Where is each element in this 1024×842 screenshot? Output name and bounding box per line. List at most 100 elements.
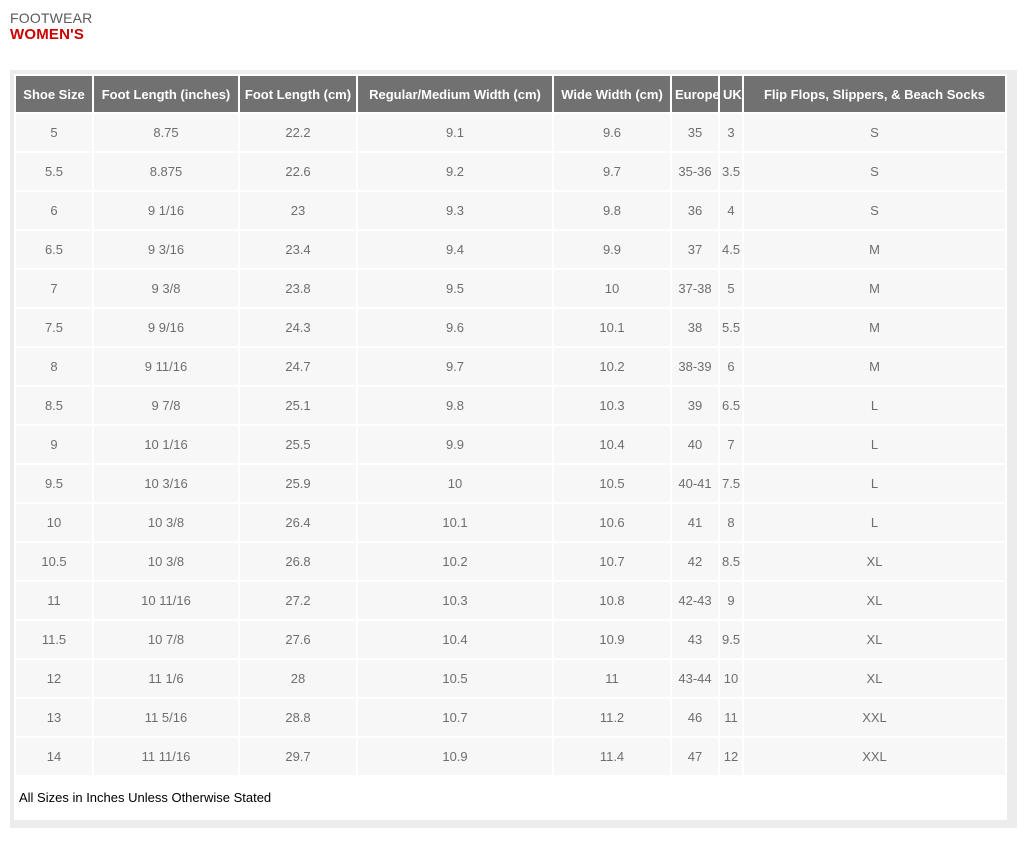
table-cell: 10.9	[358, 738, 552, 775]
table-cell: 43-44	[672, 660, 718, 697]
table-cell: S	[744, 192, 1005, 229]
table-cell: 10.4	[358, 621, 552, 658]
table-cell: 7	[720, 426, 742, 463]
table-cell: 9.9	[554, 231, 670, 268]
table-cell: M	[744, 231, 1005, 268]
table-row: 9.5 10 3/16 25.9 10 10.5 40-41 7.5 L	[16, 465, 1005, 502]
table-cell: 9 9/16	[94, 309, 238, 346]
table-cell: 40	[672, 426, 718, 463]
table-cell: M	[744, 309, 1005, 346]
table-cell: 10.6	[554, 504, 670, 541]
column-header: Europe	[672, 76, 718, 112]
table-cell: 14	[16, 738, 92, 775]
table-cell: 10	[358, 465, 552, 502]
table-cell: 11.2	[554, 699, 670, 736]
table-cell: 28.8	[240, 699, 356, 736]
column-header: Wide Width (cm)	[554, 76, 670, 112]
table-cell: 9	[16, 426, 92, 463]
table-cell: 9.8	[358, 387, 552, 424]
table-cell: 10.7	[554, 543, 670, 580]
table-cell: 11.4	[554, 738, 670, 775]
table-cell: 37-38	[672, 270, 718, 307]
table-row: 6.5 9 3/16 23.4 9.4 9.9 37 4.5 M	[16, 231, 1005, 268]
table-cell: 10.2	[358, 543, 552, 580]
table-cell: 10.3	[358, 582, 552, 619]
table-cell: 10.1	[358, 504, 552, 541]
table-cell: 9.7	[358, 348, 552, 385]
table-row: 7.5 9 9/16 24.3 9.6 10.1 38 5.5 M	[16, 309, 1005, 346]
table-cell: 36	[672, 192, 718, 229]
table-cell: 9 11/16	[94, 348, 238, 385]
table-cell: 8	[720, 504, 742, 541]
table-cell: 11 5/16	[94, 699, 238, 736]
column-header: Shoe Size	[16, 76, 92, 112]
table-cell: 26.8	[240, 543, 356, 580]
table-cell: 10 1/16	[94, 426, 238, 463]
table-cell: 10.3	[554, 387, 670, 424]
table-row: 12 11 1/6 28 10.5 11 43-44 10 XL	[16, 660, 1005, 697]
page-header: FOOTWEAR WOMEN'S	[0, 0, 1024, 43]
table-cell: 12	[16, 660, 92, 697]
table-cell: XL	[744, 543, 1005, 580]
table-cell: 27.6	[240, 621, 356, 658]
table-row: 14 11 11/16 29.7 10.9 11.4 47 12 XXL	[16, 738, 1005, 775]
column-header: UK	[720, 76, 742, 112]
column-header: Regular/Medium Width (cm)	[358, 76, 552, 112]
table-cell: 5	[16, 114, 92, 151]
table-cell: 27.2	[240, 582, 356, 619]
table-cell: 11 11/16	[94, 738, 238, 775]
table-cell: 10.5	[16, 543, 92, 580]
table-cell: 9.3	[358, 192, 552, 229]
table-cell: 5.5	[16, 153, 92, 190]
table-cell: 35-36	[672, 153, 718, 190]
table-cell: 24.7	[240, 348, 356, 385]
table-cell: 28	[240, 660, 356, 697]
table-cell: XL	[744, 660, 1005, 697]
table-cell: 22.6	[240, 153, 356, 190]
table-cell: 25.9	[240, 465, 356, 502]
table-cell: XL	[744, 621, 1005, 658]
table-cell: 10	[720, 660, 742, 697]
table-cell: 10 3/8	[94, 543, 238, 580]
size-chart-table: Shoe Size Foot Length (inches) Foot Length…	[14, 74, 1007, 777]
table-cell: 23.4	[240, 231, 356, 268]
table-row: 11 10 11/16 27.2 10.3 10.8 42-43 9 XL	[16, 582, 1005, 619]
table-cell: 11.5	[16, 621, 92, 658]
table-cell: 6	[720, 348, 742, 385]
table-cell: 9.6	[358, 309, 552, 346]
table-header-row: Shoe Size Foot Length (inches) Foot Length…	[16, 76, 1005, 112]
table-cell: 10 3/8	[94, 504, 238, 541]
table-cell: 7.5	[16, 309, 92, 346]
table-cell: 10	[16, 504, 92, 541]
table-cell: L	[744, 426, 1005, 463]
table-cell: 8.875	[94, 153, 238, 190]
table-cell: 8.75	[94, 114, 238, 151]
table-cell: 10.4	[554, 426, 670, 463]
table-cell: XXL	[744, 738, 1005, 775]
table-cell: 5.5	[720, 309, 742, 346]
table-cell: XXL	[744, 699, 1005, 736]
table-cell: 5	[720, 270, 742, 307]
table-cell: 7.5	[720, 465, 742, 502]
table-row: 11.5 10 7/8 27.6 10.4 10.9 43 9.5 XL	[16, 621, 1005, 658]
table-cell: 9.4	[358, 231, 552, 268]
table-row: 5.5 8.875 22.6 9.2 9.7 35-36 3.5 S	[16, 153, 1005, 190]
table-cell: 40-41	[672, 465, 718, 502]
table-cell: 38	[672, 309, 718, 346]
table-cell: 11	[16, 582, 92, 619]
table-cell: 10.1	[554, 309, 670, 346]
table-cell: 4	[720, 192, 742, 229]
table-cell: L	[744, 387, 1005, 424]
table-row: 10 10 3/8 26.4 10.1 10.6 41 8 L	[16, 504, 1005, 541]
table-cell: 11	[720, 699, 742, 736]
table-cell: XL	[744, 582, 1005, 619]
table-cell: 38-39	[672, 348, 718, 385]
table-cell: 4.5	[720, 231, 742, 268]
size-chart-panel: Shoe Size Foot Length (inches) Foot Length…	[10, 70, 1017, 828]
table-cell: 25.1	[240, 387, 356, 424]
table-cell: L	[744, 465, 1005, 502]
table-cell: 23	[240, 192, 356, 229]
table-cell: 9 1/16	[94, 192, 238, 229]
